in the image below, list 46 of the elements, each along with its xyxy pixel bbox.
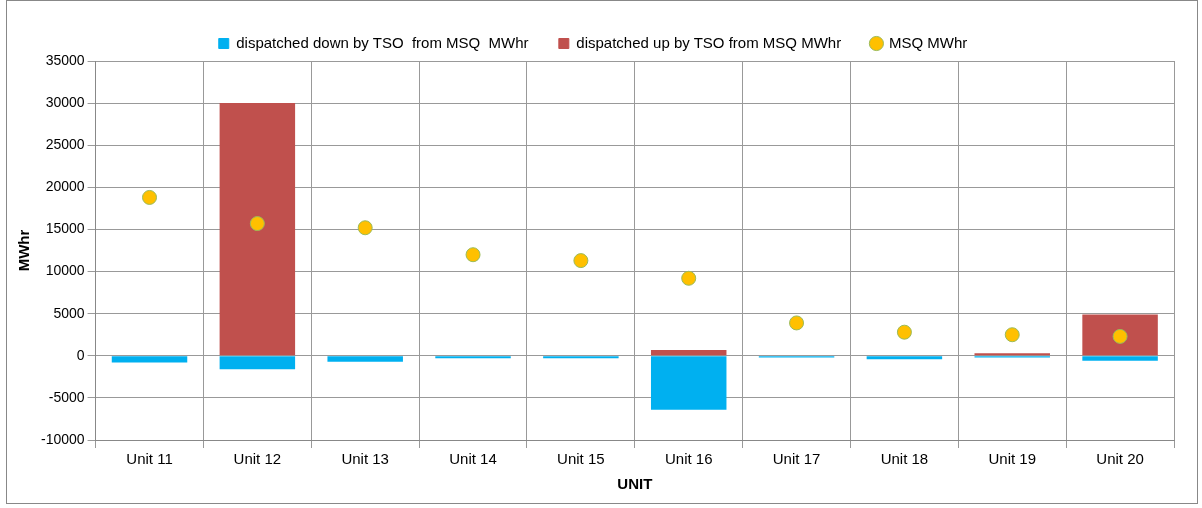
x-tick-label: Unit 11	[126, 450, 173, 468]
point	[573, 253, 589, 269]
point	[249, 216, 265, 232]
x-tick-label: Unit 19	[988, 450, 1036, 468]
y-tick-label: -10000	[41, 430, 85, 447]
point	[465, 247, 481, 263]
x-tick-label: Unit 16	[664, 450, 713, 468]
x-tick-label: Unit 18	[880, 450, 929, 468]
y-tick-label: 15000	[45, 220, 85, 237]
x-tick-label: Unit 12	[233, 450, 282, 468]
point	[681, 270, 697, 286]
bar	[111, 356, 188, 363]
bar	[219, 356, 296, 370]
bar	[543, 356, 619, 359]
point	[896, 324, 912, 340]
y-tick-label: 10000	[45, 262, 85, 279]
bar	[650, 356, 727, 410]
x-tick-label: Unit 15	[557, 450, 605, 468]
point	[357, 220, 373, 236]
y-tick-label: 35000	[45, 51, 85, 68]
point	[142, 189, 158, 205]
y-tick-label: 5000	[53, 304, 85, 321]
bar	[1082, 314, 1158, 356]
x-tick-label: Unit 13	[341, 450, 389, 468]
bar	[1082, 356, 1158, 361]
point	[1004, 327, 1020, 343]
bar	[866, 356, 943, 360]
y-tick-label: 30000	[45, 93, 85, 110]
y-tick-label: 25000	[45, 136, 85, 153]
y-tick-label: 20000	[45, 178, 85, 195]
bar	[650, 349, 727, 356]
bar	[327, 356, 403, 362]
bar	[435, 356, 511, 359]
x-tick-label: Unit 17	[772, 450, 821, 468]
bar	[219, 103, 296, 356]
legend-label: dispatched up by TSO from MSQ MWhr	[576, 33, 842, 51]
x-axis-title: UNIT	[617, 475, 653, 493]
legend-label: dispatched down by TSO from MSQ MWhr	[236, 33, 529, 51]
x-tick-label: Unit 20	[1096, 450, 1144, 468]
point	[789, 315, 805, 331]
point	[1112, 328, 1128, 344]
x-tick-label: Unit 14	[449, 450, 497, 468]
legend-label: MSQ MWhr	[888, 33, 968, 51]
y-tick-label: 0	[76, 346, 85, 363]
y-axis-title: MWhr	[15, 229, 33, 272]
y-tick-label: -5000	[48, 388, 85, 405]
